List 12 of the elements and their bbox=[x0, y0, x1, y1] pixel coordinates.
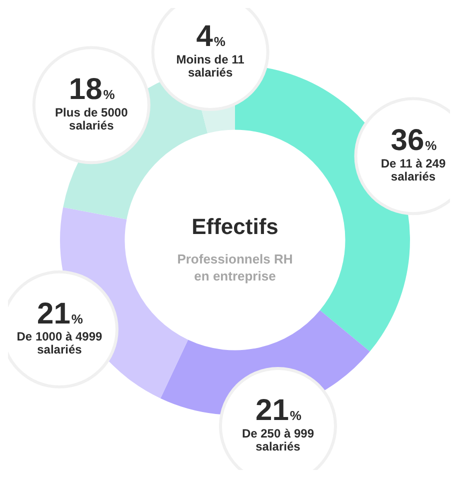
data-label: 21% bbox=[256, 394, 302, 427]
data-label: 4% bbox=[196, 20, 226, 53]
slice-label: De 250 à 999 salariés bbox=[242, 426, 314, 454]
data-label: 21% bbox=[37, 297, 84, 330]
data-label: 36% bbox=[390, 124, 438, 158]
slice-label: De 1000 à 4999 salariés bbox=[16, 330, 102, 357]
slice-label: Plus de 5000 salariés bbox=[55, 105, 128, 132]
data-label: 18% bbox=[68, 73, 116, 106]
text: Professionnels RH en entreprise bbox=[177, 252, 293, 284]
slice-label: De 11 à 249 salariés bbox=[380, 156, 446, 184]
text: Effectifs bbox=[192, 214, 278, 240]
slice-label: Moins de 11 salariés bbox=[176, 52, 245, 80]
